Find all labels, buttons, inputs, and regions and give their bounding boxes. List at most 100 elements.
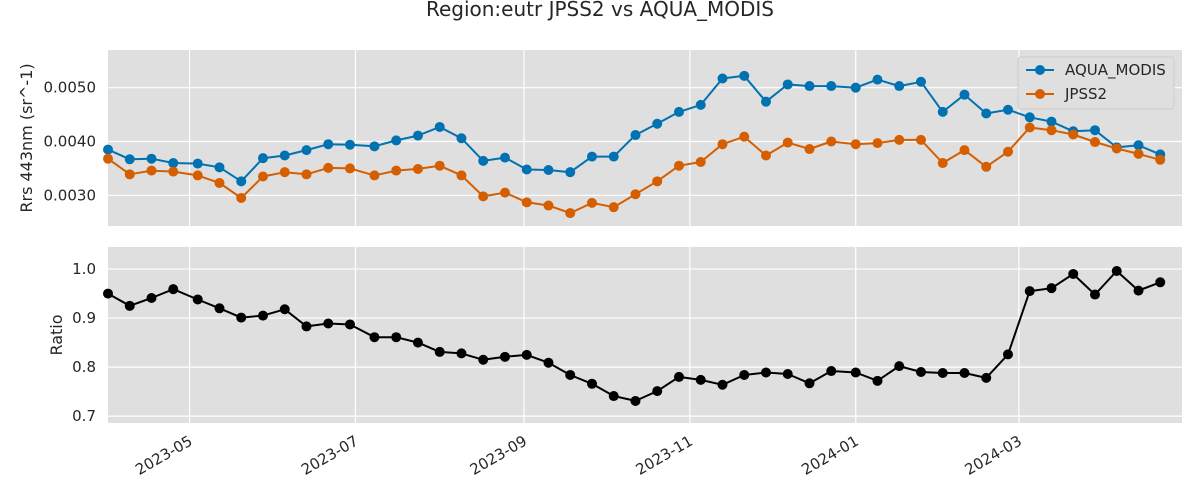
data-point [915,367,926,378]
data-point [124,154,135,165]
data-point [717,73,728,84]
x-tick-label: 2023-11 [633,432,696,479]
data-point [214,177,225,188]
x-tick-label: 2023-05 [132,432,195,479]
y-tick-label: 0.7 [72,407,96,425]
data-point [872,375,883,386]
data-point [323,318,334,329]
data-point [872,138,883,149]
data-point [915,76,926,87]
data-point [1133,140,1144,151]
bottom-y-tick-labels: 0.7 0.8 0.9 1.0 [72,260,96,425]
data-point [146,292,157,303]
data-point [499,187,510,198]
data-point [586,151,597,162]
data-point [456,170,467,181]
top-series [103,70,1166,219]
data-point [257,153,268,164]
data-point [1002,104,1013,115]
data-point [369,332,380,343]
y-tick-label: 0.9 [72,309,96,327]
data-point [279,150,290,161]
data-point [521,164,532,175]
data-point [301,169,312,180]
data-point [717,139,728,150]
data-point [499,351,510,362]
legend-label-aqua-modis: AQUA_MODIS [1065,61,1166,80]
data-point [937,158,948,169]
data-point [608,151,619,162]
data-point [1046,125,1057,136]
ratio-series [103,266,1166,406]
data-point [1046,283,1057,294]
data-point [782,368,793,379]
data-point [1024,112,1035,123]
data-point [369,170,380,181]
data-point [214,162,225,173]
data-point [478,191,489,202]
data-point [652,118,663,129]
data-point [782,137,793,148]
bottom-series [103,266,1166,406]
data-point [103,153,113,164]
data-point [804,81,815,92]
x-tick-labels: 2023-05 2023-07 2023-09 2023-11 2024-01 2024-… [132,432,1025,479]
data-point [804,144,815,155]
top-y-tick-labels: 0.0030 0.0040 0.0050 [44,79,97,205]
data-point [608,202,619,213]
y-tick-label: 0.0030 [44,186,97,204]
data-point [1111,143,1122,154]
data-point [850,139,861,150]
data-point [739,369,750,380]
data-point [279,167,290,178]
data-point [630,189,641,200]
data-point [301,145,312,156]
data-point [146,153,157,164]
data-point [739,131,750,142]
data-point [608,391,619,402]
data-point [1024,122,1035,133]
data-point [826,136,837,147]
data-point [434,346,445,357]
data-point [478,155,489,166]
y-tick-label: 1.0 [72,260,96,278]
data-point [695,156,706,167]
data-point [652,176,663,187]
data-point [521,349,532,360]
x-tick-label: 2024-03 [962,432,1025,479]
data-point [301,321,312,332]
data-point [192,294,203,305]
data-point [695,99,706,110]
data-point [257,171,268,182]
top-y-axis-label: Rrs 443nm (sr^-1) [17,63,36,212]
data-point [630,130,641,141]
data-point [168,284,179,295]
data-point [586,197,597,208]
data-point [412,337,423,348]
data-point [565,167,576,178]
data-point [937,106,948,117]
data-point [673,160,684,171]
data-point [236,176,247,187]
data-point [695,374,706,385]
data-point [1002,146,1013,157]
data-point [103,144,113,155]
data-point [959,89,970,100]
bottom-axes: 0.7 0.8 0.9 1.0 2023-05 2023-07 2023-09 2023-1… [47,247,1182,479]
data-point [344,139,355,150]
data-point [323,162,334,173]
data-point [981,108,992,119]
data-point [565,208,576,219]
data-point [168,158,179,169]
data-point [168,166,179,177]
data-point [344,319,355,330]
y-tick-label: 0.0050 [44,79,97,97]
data-point [391,135,402,146]
data-point [804,378,815,389]
data-point [760,150,771,161]
data-point [872,74,883,85]
data-point [543,165,554,176]
data-point [826,81,837,92]
data-point [499,152,510,163]
